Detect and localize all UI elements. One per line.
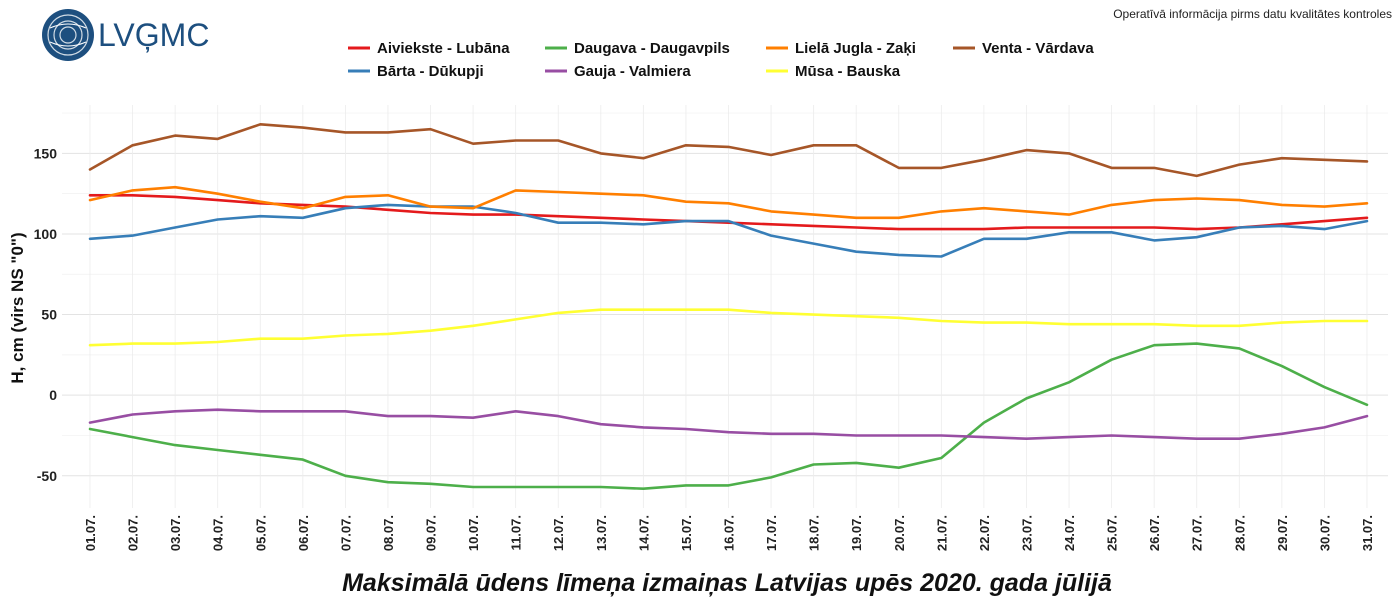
chart-series: [88, 123, 1369, 491]
x-tick-label: 16.07.: [722, 515, 737, 551]
x-tick-label: 27.07.: [1190, 515, 1205, 551]
chart-legend: Aiviekste - Lubāna Daugava - Daugavpils Li…: [348, 40, 1094, 80]
x-tick-label: 29.07.: [1275, 515, 1290, 551]
x-tick-label: 19.07.: [849, 515, 864, 551]
y-tick-label: 150: [34, 145, 58, 161]
y-tick-label: -50: [37, 468, 57, 484]
series-line-gauja-valmiera: [88, 408, 1369, 441]
y-axis-ticks: -50 0 50 100 150: [34, 145, 58, 483]
legend-label: Aiviekste - Lubāna: [377, 40, 510, 57]
x-tick-label: 07.07.: [338, 515, 353, 551]
x-tick-label: 31.07.: [1360, 515, 1375, 551]
data-quality-notice: Operatīvā informācija pirms datu kvalitā…: [1113, 7, 1392, 21]
x-tick-label: 01.07.: [83, 515, 98, 551]
x-tick-label: 18.07.: [807, 515, 822, 551]
legend-label: Venta - Vārdava: [982, 40, 1094, 57]
legend-label: Mūsa - Bauska: [795, 63, 901, 80]
series-line-barta-dukupji: [88, 203, 1369, 258]
series-line-venta-vardava: [88, 123, 1369, 178]
x-tick-label: 12.07.: [551, 515, 566, 551]
x-tick-label: 24.07.: [1062, 515, 1077, 551]
x-tick-label: 06.07.: [296, 515, 311, 551]
legend-label: Daugava - Daugavpils: [574, 40, 730, 57]
logo-emblem-icon: [42, 9, 94, 61]
series-line-musa-bauska: [88, 308, 1369, 347]
y-axis-label: H, cm (virs NS "0"): [8, 232, 27, 383]
x-tick-label: 21.07.: [934, 515, 949, 551]
series-line-aiviekste-lubana: [88, 194, 1369, 231]
y-tick-label: 50: [41, 307, 57, 323]
x-tick-label: 05.07.: [253, 515, 268, 551]
brand-logo: LVĢMC: [38, 6, 218, 64]
x-tick-label: 02.07.: [126, 515, 141, 551]
x-tick-label: 08.07.: [381, 515, 396, 551]
x-tick-label: 09.07.: [424, 515, 439, 551]
x-tick-label: 22.07.: [977, 515, 992, 551]
x-tick-label: 23.07.: [1019, 515, 1034, 551]
legend-label: Bārta - Dūkupji: [377, 63, 484, 80]
x-tick-label: 14.07.: [636, 515, 651, 551]
x-tick-label: 26.07.: [1147, 515, 1162, 551]
series-line-liela-jugla-zaki: [88, 185, 1369, 220]
legend-label: Lielā Jugla - Zaķi: [795, 40, 916, 57]
x-tick-label: 15.07.: [679, 515, 694, 551]
legend-label: Gauja - Valmiera: [574, 63, 691, 80]
x-tick-label: 17.07.: [764, 515, 779, 551]
logo-wordmark: LVĢMC: [98, 17, 209, 53]
x-tick-label: 30.07.: [1317, 515, 1332, 551]
x-tick-label: 25.07.: [1105, 515, 1120, 551]
x-tick-label: 03.07.: [168, 515, 183, 551]
x-axis-ticks: 01.07. 02.07. 03.07. 04.07. 05.07. 06.07. 07.0…: [83, 515, 1375, 551]
chart-title: Maksimālā ūdens līmeņa izmaiņas Latvijas…: [342, 569, 1112, 597]
x-tick-label: 04.07.: [211, 515, 226, 551]
series-line-daugava-daugavpils: [88, 342, 1369, 491]
y-tick-label: 100: [34, 226, 58, 242]
x-tick-label: 13.07.: [594, 515, 609, 551]
chart-grid: [62, 105, 1388, 508]
y-tick-label: 0: [49, 387, 57, 403]
x-tick-label: 20.07.: [892, 515, 907, 551]
x-tick-label: 10.07.: [466, 515, 481, 551]
x-tick-label: 28.07.: [1232, 515, 1247, 551]
x-tick-label: 11.07.: [509, 515, 524, 550]
